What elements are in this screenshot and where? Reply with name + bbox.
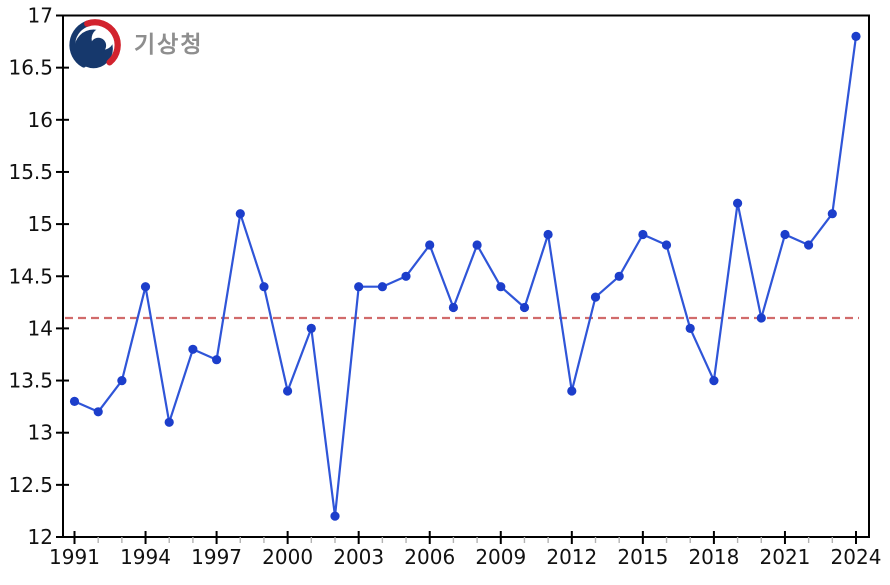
data-point <box>685 323 695 333</box>
y-tick-label: 12 <box>28 525 53 549</box>
x-tick-label: 2021 <box>760 545 811 569</box>
kma-logo: 기상청 <box>66 16 203 74</box>
data-point <box>472 240 482 250</box>
y-tick-label: 13 <box>28 421 53 445</box>
y-tick-label: 16.5 <box>8 56 53 80</box>
x-tick-label: 1991 <box>49 545 100 569</box>
data-point <box>519 302 530 313</box>
x-tick-label: 1994 <box>120 545 171 569</box>
x-tick-label: 2015 <box>617 545 668 569</box>
data-point <box>804 240 814 250</box>
data-point <box>425 240 435 250</box>
x-tick-label: 2012 <box>546 545 597 569</box>
x-tick-label: 1997 <box>191 545 242 569</box>
data-point <box>733 198 743 208</box>
data-point <box>354 282 364 292</box>
data-point <box>756 313 766 323</box>
data-point <box>780 229 790 240</box>
data-point <box>212 355 222 365</box>
data-point <box>306 323 316 333</box>
y-tick-label: 15 <box>28 212 53 236</box>
data-line <box>73 35 858 518</box>
x-tick-label: 2000 <box>262 545 313 569</box>
y-tick-label: 14.5 <box>8 264 53 288</box>
data-point <box>661 240 672 250</box>
y-tick-label: 15.5 <box>8 160 53 184</box>
data-point <box>140 282 151 292</box>
data-point <box>614 271 624 281</box>
x-tick-label: 2009 <box>475 545 526 569</box>
data-point <box>69 396 80 406</box>
data-point <box>259 282 269 292</box>
kma-logo-text: 기상청 <box>134 31 204 58</box>
data-point <box>709 376 719 386</box>
x-tick-label: 2006 <box>404 545 455 569</box>
data-point <box>543 229 553 240</box>
y-tick-label: 16 <box>28 108 53 132</box>
data-point <box>117 376 127 386</box>
data-point <box>448 302 458 313</box>
data-point <box>283 386 293 396</box>
data-point <box>377 282 387 292</box>
data-point <box>401 271 411 281</box>
data-point <box>827 209 837 219</box>
y-tick-label: 12.5 <box>8 473 53 497</box>
data-point <box>638 229 648 240</box>
data-point <box>188 344 198 354</box>
kma-emblem-icon <box>69 19 121 69</box>
x-tick-label: 2024 <box>831 545 882 569</box>
data-point <box>235 209 245 219</box>
data-point <box>164 417 174 427</box>
y-tick-label: 13.5 <box>8 369 53 393</box>
x-tick-label: 2003 <box>333 545 384 569</box>
data-point <box>590 292 601 302</box>
x-tick-label: 2018 <box>688 545 739 569</box>
data-point <box>496 282 506 292</box>
data-point <box>93 407 103 417</box>
data-point <box>567 386 577 396</box>
data-point <box>851 31 861 41</box>
y-tick-label: 14 <box>28 316 53 340</box>
data-point <box>330 511 340 521</box>
y-tick-label: 17 <box>28 4 53 28</box>
